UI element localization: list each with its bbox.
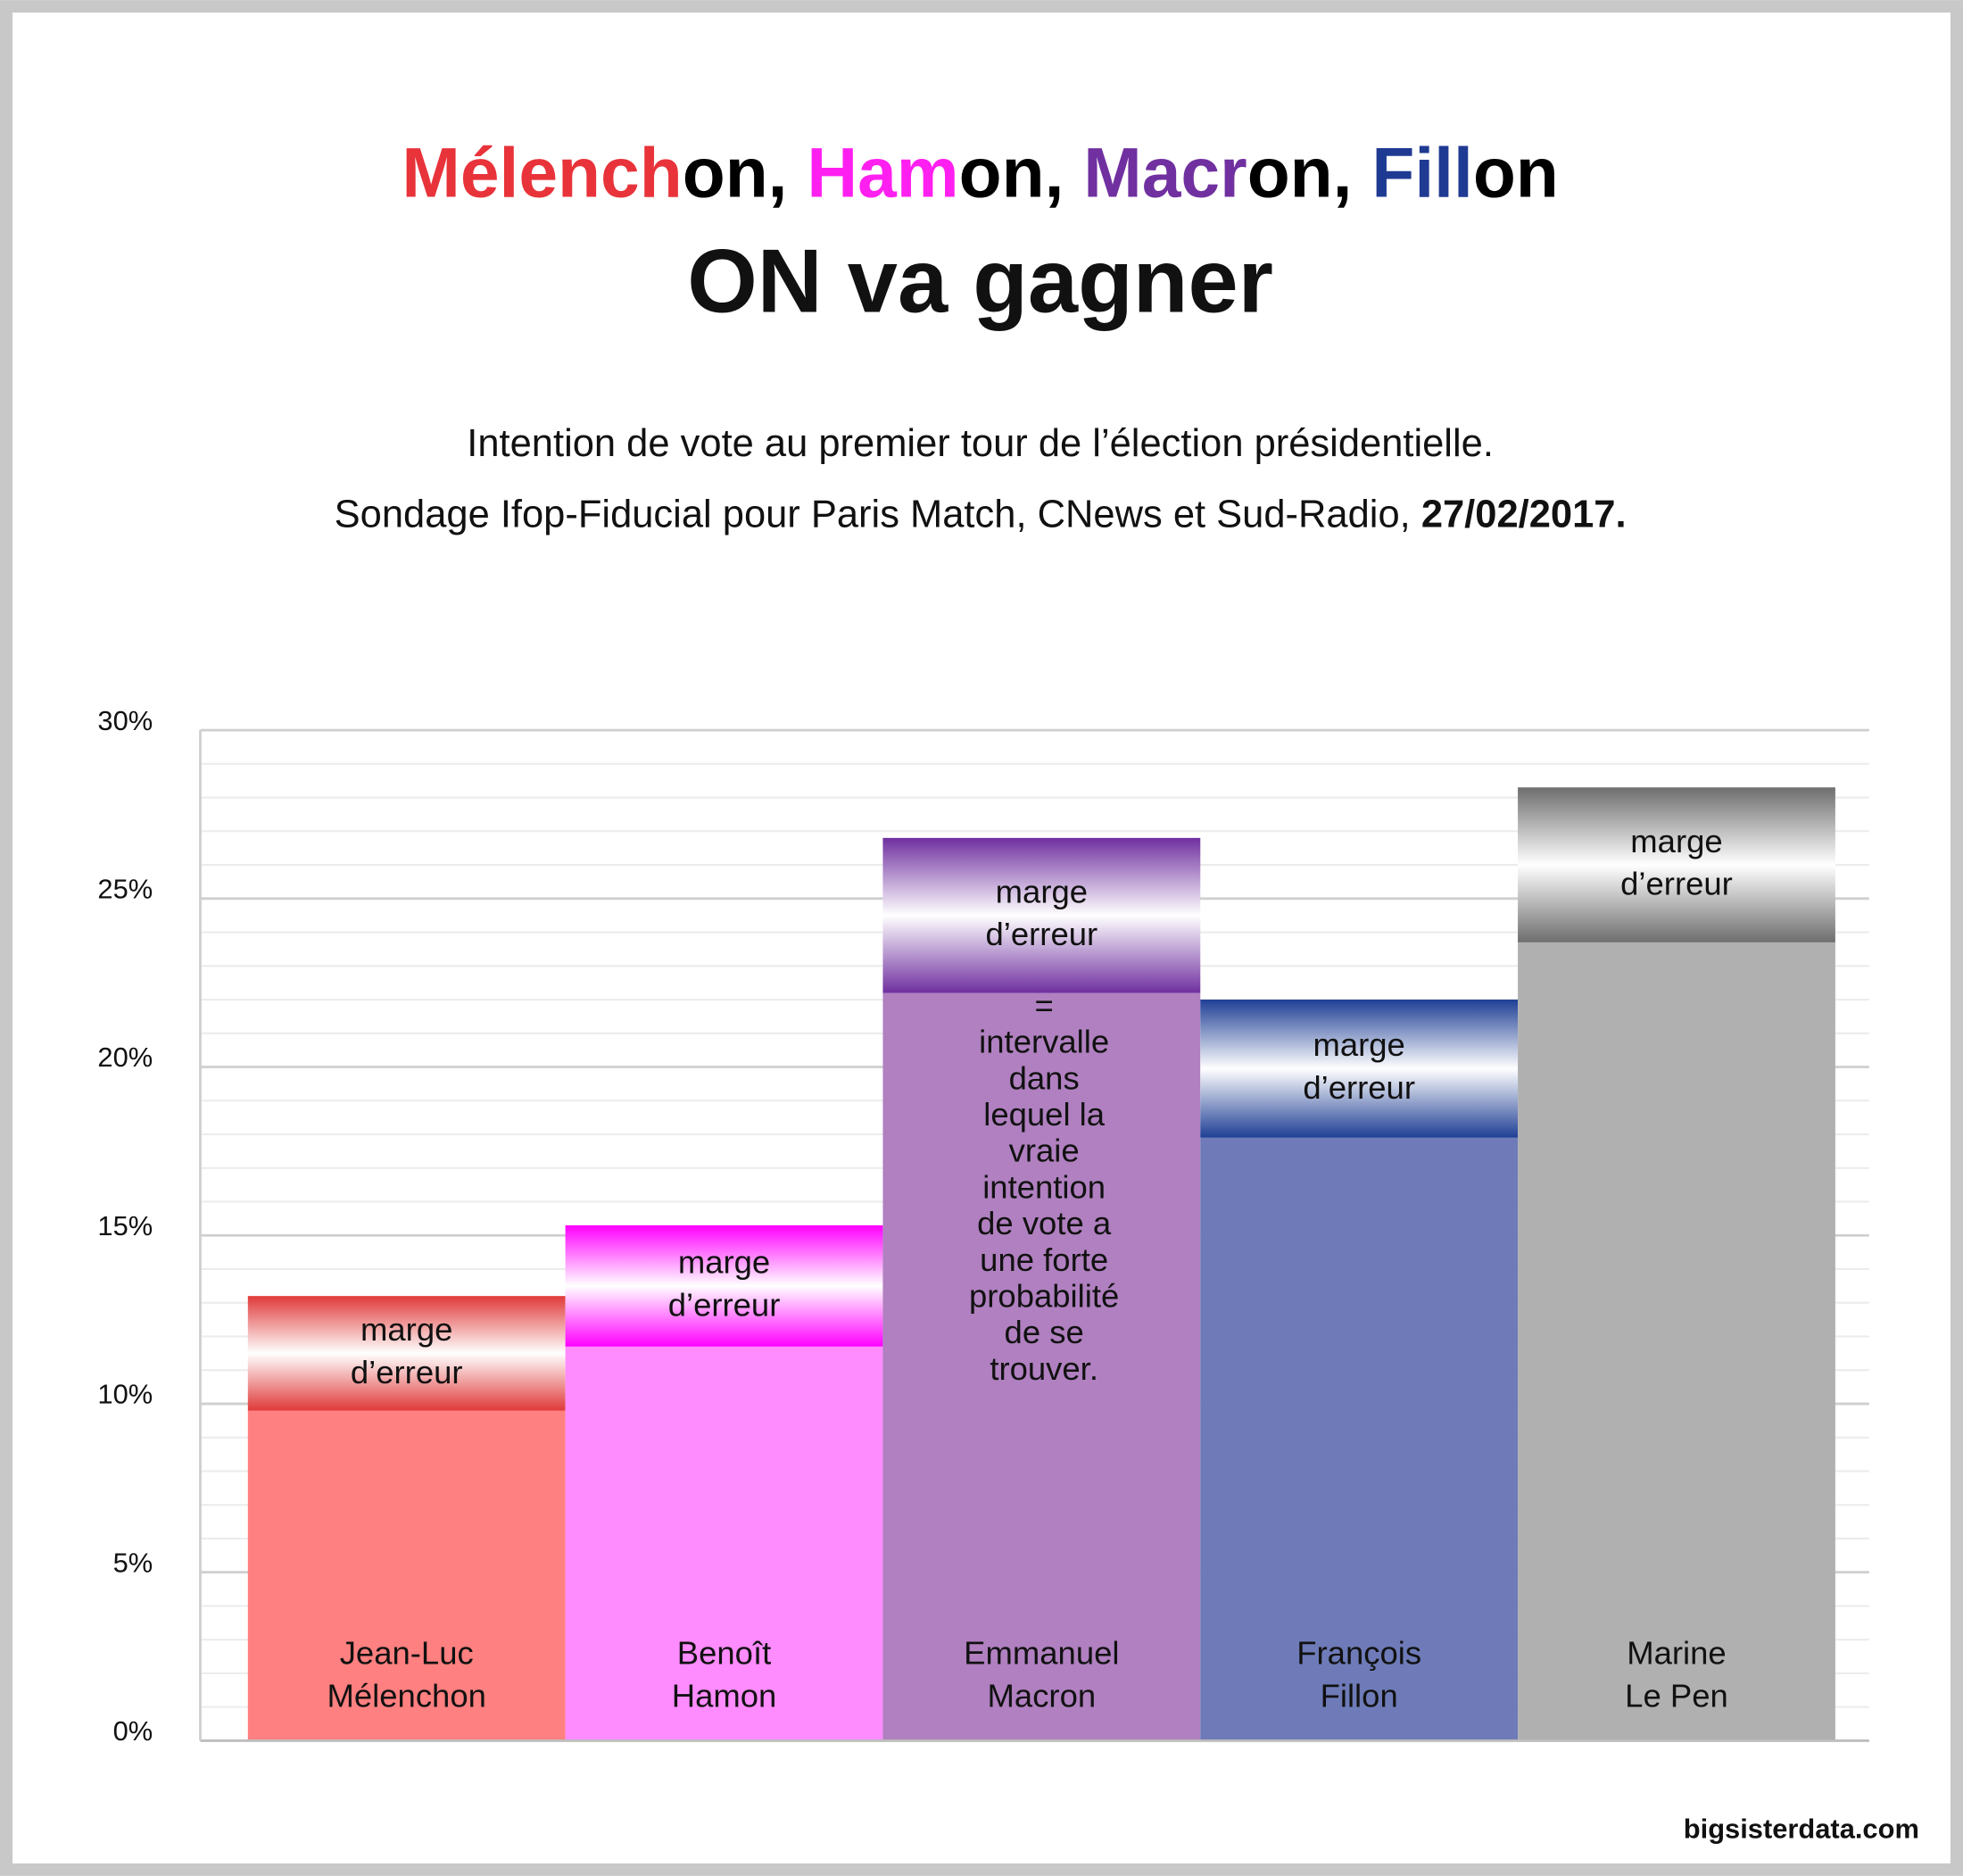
band-label: marge [678,1244,770,1281]
band-label: marge [360,1311,452,1348]
band-label: marge [1313,1026,1404,1063]
title-part: Ham [807,133,958,212]
error-band [247,1296,566,1411]
title-part: Mélench [402,133,682,212]
band-label: marge [996,873,1088,909]
error-band [565,1224,883,1347]
bar [882,992,1201,1741]
band-label: marge [1630,823,1722,859]
source: bigsisterdata.com [1684,1814,1919,1845]
bar [565,1346,883,1741]
band-label: d’erreur [668,1286,781,1323]
bar [1200,1137,1519,1741]
band-label: d’erreur [986,916,1098,952]
x-tick-label: Fillon [1321,1677,1398,1714]
subtitle-date: 27/02/2017. [1421,494,1627,536]
y-tick-label: 20% [97,1042,153,1073]
annotation: probabilité [969,1277,1119,1314]
x-tick-label: Mélenchon [327,1677,486,1714]
subtitle: Sondage Ifop-Fiducial pour Paris Match, … [335,494,1627,536]
x-tick-label: Macron [988,1677,1097,1714]
y-tick-label: 25% [97,874,153,905]
y-tick-label: 30% [97,705,153,736]
title-part: Fill [1371,133,1472,212]
x-tick-label: Jean-Luc [340,1635,474,1672]
annotation: lequel la [983,1096,1106,1133]
subtitle: Intention de vote au premier tour de l’é… [467,422,1494,465]
band-label: d’erreur [351,1354,463,1390]
x-tick-label: Le Pen [1625,1677,1728,1714]
error-band [1518,787,1835,942]
title-part: on, [683,133,808,212]
band-label: d’erreur [1303,1069,1415,1106]
y-tick-label: 10% [97,1379,153,1410]
annotation: de se [1005,1314,1084,1350]
y-tick-label: 0% [113,1715,153,1747]
annotation: de vote a [977,1205,1112,1241]
annotation: trouver. [990,1350,1098,1387]
error-band [882,837,1201,993]
title-part: on [1473,133,1559,212]
y-tick-label: 15% [97,1210,153,1241]
band-label: d’erreur [1620,866,1733,902]
annotation: intention [982,1168,1106,1205]
annotation: = [1034,987,1053,1024]
x-tick-label: Emmanuel [964,1635,1119,1672]
annotation: dans [1009,1059,1080,1096]
annotation: une forte [980,1241,1108,1278]
title-part: on, [959,133,1084,212]
chart-title: Mélenchon, Hamon, Macron, Fillon [402,133,1558,212]
annotation: intervalle [979,1024,1109,1060]
x-tick-label: Marine [1627,1635,1726,1672]
title-part: on, [1247,133,1372,212]
x-tick-label: François [1296,1635,1421,1672]
y-tick-label: 5% [113,1547,153,1578]
chart-title-2: ON va gagner [687,231,1273,331]
x-tick-label: Hamon [672,1677,777,1714]
bar [247,1410,566,1741]
title-part: Macr [1083,133,1247,212]
error-band [1200,1000,1519,1138]
x-tick-label: Benoît [677,1635,771,1672]
subtitle-text: Sondage Ifop-Fiducial pour Paris Match, … [335,494,1421,536]
bar [1518,942,1835,1741]
annotation: vraie [1009,1133,1080,1169]
